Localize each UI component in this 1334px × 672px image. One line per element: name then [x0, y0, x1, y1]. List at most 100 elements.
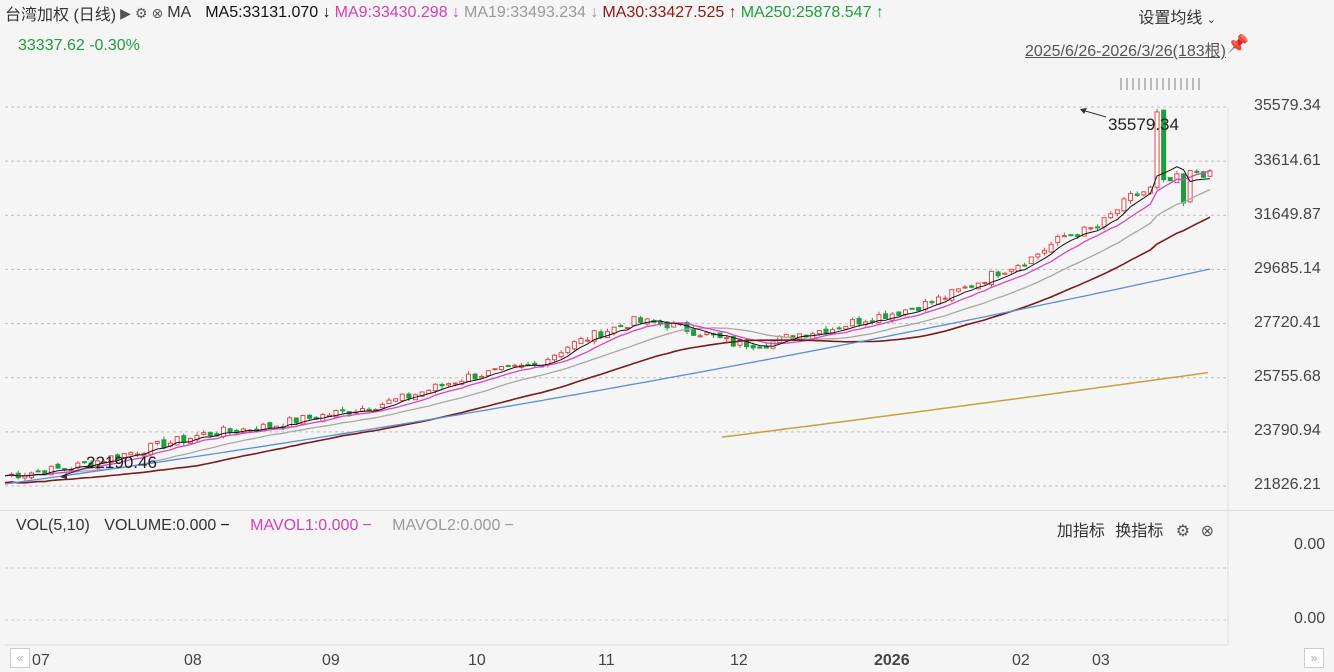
candle-body: [472, 373, 478, 380]
add-indicator-button[interactable]: 加指标: [1056, 523, 1105, 540]
ma-label: MA: [167, 4, 192, 21]
ma-settings-button[interactable]: 设置均线 ⌄: [1138, 10, 1216, 27]
vol-mavol2: MAVOL2:0.000: [392, 517, 501, 534]
candle-body: [293, 417, 299, 424]
candle-body: [379, 403, 385, 409]
candle-body: [889, 313, 895, 321]
zoom-hatch: [1168, 78, 1170, 90]
candle-body: [154, 440, 160, 444]
candle-body: [949, 289, 955, 301]
candle-body: [485, 370, 491, 377]
vol-mavol1: MAVOL1:0.000: [250, 517, 359, 534]
scroll-left-button[interactable]: «: [10, 648, 30, 668]
gear-icon[interactable]: ⚙: [134, 4, 148, 21]
candle-body: [1081, 226, 1087, 237]
candle-body: [558, 352, 564, 358]
zoom-hatch: [1150, 78, 1152, 90]
candle-body: [816, 330, 822, 335]
date-range[interactable]: 2025/6/26-2026/3/26(183根): [1024, 43, 1226, 60]
price-change: -0.30%: [89, 37, 140, 54]
switch-indicator-button[interactable]: 换指标: [1115, 523, 1164, 540]
candle-body: [452, 382, 458, 385]
zoom-hatch: [1162, 78, 1164, 90]
ma30-value: MA30:33427.525 ↑: [602, 4, 737, 21]
close-icon[interactable]: ⊗: [151, 4, 164, 21]
candle-body: [492, 368, 498, 371]
candle-body: [48, 465, 54, 476]
low-arrow-head: [60, 473, 67, 479]
zoom-hatch: [1126, 78, 1128, 90]
candle-body: [585, 339, 591, 342]
x-tick-label: 08: [184, 652, 202, 669]
candle-body: [1101, 217, 1107, 228]
candle-body: [1134, 193, 1140, 196]
candle-body: [836, 327, 842, 330]
price-line: 33337.62 -0.30%: [18, 37, 140, 55]
candle-body: [843, 325, 849, 330]
chevron-down-icon: ⌄: [1206, 14, 1216, 26]
candle-body: [1161, 109, 1167, 181]
zoom-hatch: [1156, 78, 1158, 90]
candle-body: [386, 399, 392, 405]
candle-body: [962, 286, 968, 289]
ma9-line: [4, 170, 1211, 477]
candle-body: [121, 453, 127, 459]
candle-body: [194, 435, 200, 441]
candle-body: [505, 365, 511, 368]
x-tick-label: 03: [1092, 652, 1110, 669]
candle-body: [512, 364, 518, 367]
candle-body: [439, 383, 445, 387]
candle-body: [869, 320, 875, 323]
candle-body: [1141, 191, 1147, 196]
gear-icon[interactable]: ⚙: [1175, 523, 1191, 540]
candle-body: [631, 316, 637, 326]
candle-body: [624, 327, 630, 330]
y-tick-label: 35579.34: [1254, 97, 1321, 114]
candle-body: [532, 362, 538, 366]
panel-divider: [0, 510, 1334, 511]
candle-body: [1154, 111, 1160, 188]
candle-body: [565, 346, 571, 353]
ma250-line: [4, 268, 1211, 485]
pin-icon[interactable]: 📌: [1226, 34, 1249, 54]
candle-body: [989, 270, 995, 286]
candle-body: [552, 354, 558, 361]
x-tick-label: 02: [1012, 652, 1030, 669]
y-tick-label: 29685.14: [1254, 260, 1321, 277]
chart-title[interactable]: 台湾加权 (日线): [5, 7, 117, 24]
candle-body: [1181, 173, 1187, 204]
zoom-hatch: [1180, 78, 1182, 90]
candle-body: [333, 410, 339, 418]
vol-tick-label: 0.00: [1294, 536, 1326, 553]
vol-tick-label: 0.00: [1294, 610, 1326, 627]
candle-body: [896, 311, 902, 317]
candle-body: [969, 285, 975, 288]
zoom-hatch: [1174, 78, 1176, 90]
candle-body: [81, 461, 87, 464]
high-arrow: [1081, 109, 1107, 118]
close-icon[interactable]: ⊗: [1200, 523, 1214, 540]
indicator-actions: 加指标 换指标 ⚙ ⊗: [1057, 517, 1214, 541]
candle-body: [1008, 268, 1014, 272]
candle-body: [1121, 198, 1127, 212]
candle-body: [148, 442, 154, 455]
chart-header: 台湾加权 (日线) ▶ ⚙ ⊗ MA MA5:33131.070 ↓ MA9:3…: [5, 3, 1235, 24]
vol-volume: VOLUME:0.000: [104, 517, 217, 534]
x-tick-label: 07: [32, 652, 50, 669]
candle-body: [664, 321, 670, 329]
candle-body: [697, 335, 703, 338]
play-icon[interactable]: ▶: [120, 4, 131, 21]
candle-body: [724, 337, 730, 340]
candle-body: [902, 309, 908, 315]
ma19-value: MA19:33493.234 ↓: [464, 4, 599, 21]
scroll-right-button[interactable]: »: [1304, 648, 1324, 668]
candle-body: [982, 281, 988, 284]
ma5-line: [4, 166, 1211, 477]
candle-body: [757, 346, 763, 349]
candle-body: [1094, 226, 1100, 229]
candle-body: [446, 383, 452, 386]
x-tick-label: 11: [598, 652, 615, 669]
zoom-hatch: [1198, 78, 1200, 90]
zoom-hatch: [1132, 78, 1134, 90]
